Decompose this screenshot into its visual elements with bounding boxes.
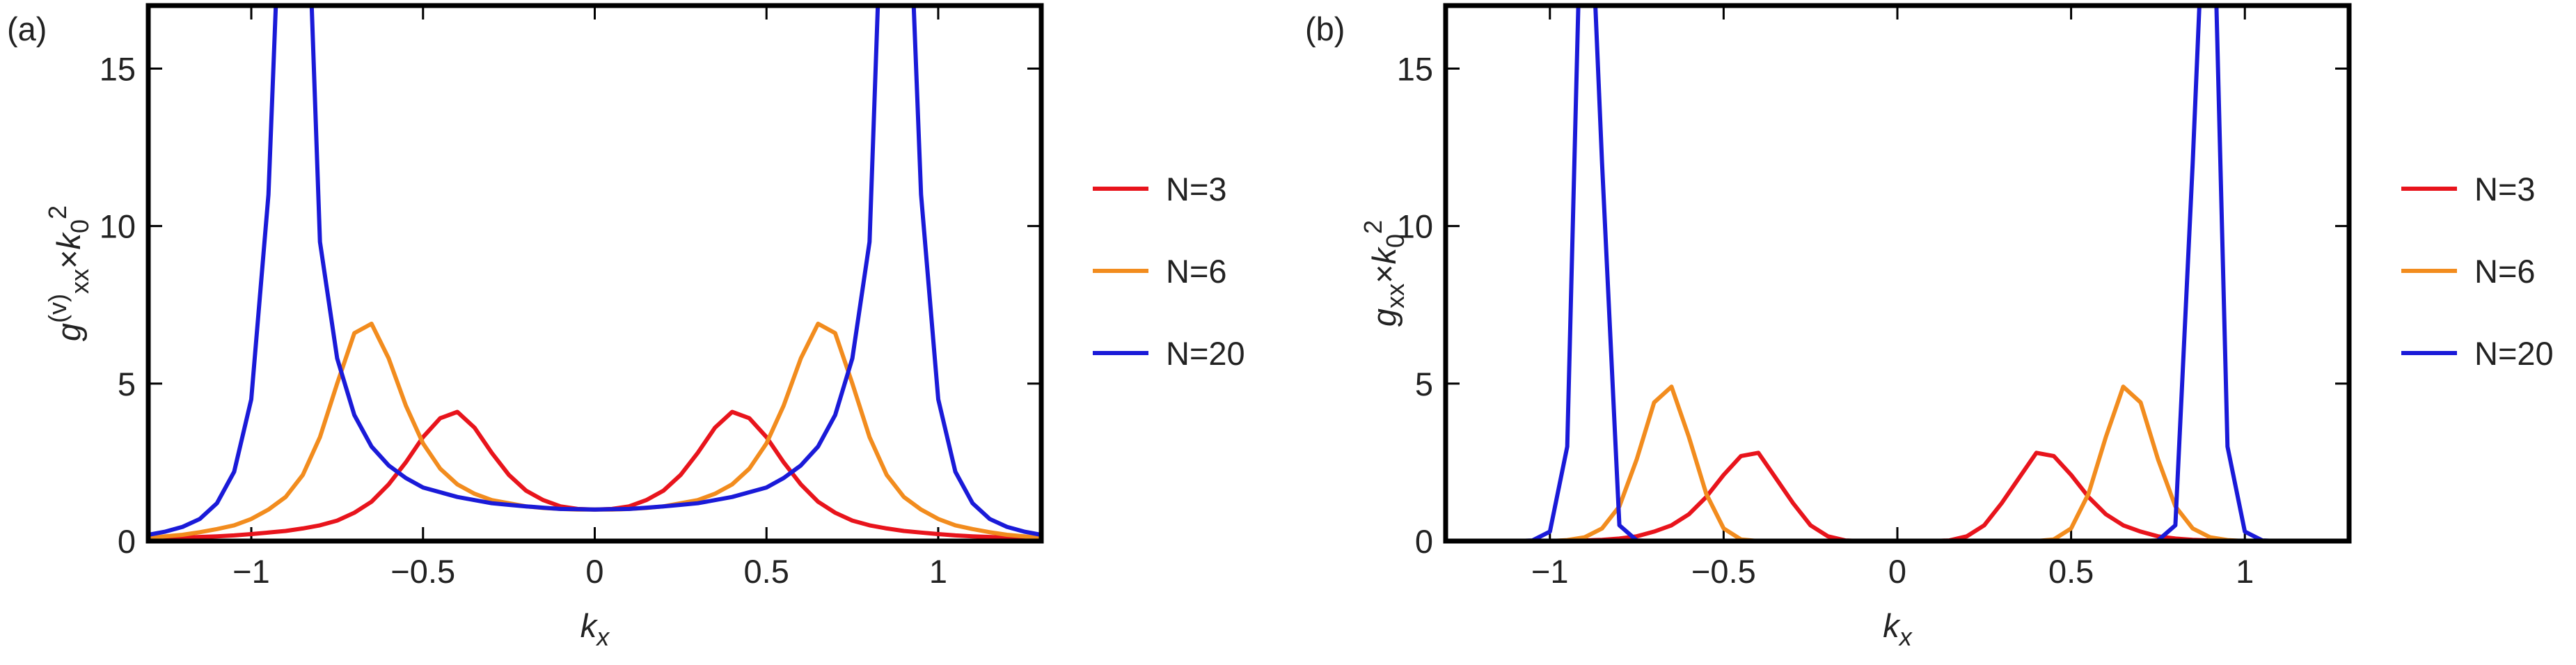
y-axis-label-part: 0 [1381,234,1409,248]
legend-label: N=6 [1166,253,1227,290]
y-axis-label-part: k [50,231,87,249]
x-axis-label: kx [1883,607,1913,651]
x-tick-label: −0.5 [1691,553,1756,590]
x-tick-label: 1 [929,553,947,590]
legend-label: N=6 [2474,253,2536,290]
y-axis-label-part: g [50,323,87,341]
y-axis-label-part: 2 [1359,220,1387,234]
x-axis-label-part: k [1883,607,1901,644]
y-axis-label-part: × [1366,264,1402,283]
x-tick-label: −1 [232,553,270,590]
x-axis-label-part: x [595,623,610,651]
y-tick-label: 10 [100,208,136,245]
x-axis-label: kx [580,607,611,651]
series-line [1446,6,2349,541]
x-tick-label: −0.5 [390,553,455,590]
series-line [148,321,1041,540]
legend-label: N=3 [1166,171,1227,208]
y-tick-label: 15 [100,50,136,87]
plot-area [1446,6,2349,541]
y-axis-label-part: (v) [43,294,72,323]
y-axis-label-part: × [50,249,87,268]
panel-label: (a) [7,10,47,47]
y-axis-label-part: xx [1381,283,1409,308]
y-tick-label: 0 [1415,523,1433,560]
series-line [148,409,1041,541]
y-tick-label: 5 [1415,366,1433,402]
legend-label: N=3 [2474,171,2536,208]
y-axis-label: gxx×k02 [1359,220,1409,327]
legend-label: N=20 [2474,335,2554,372]
x-axis-label-part: x [1898,623,1913,651]
y-tick-label: 0 [118,523,136,560]
x-tick-label: 1 [2236,553,2254,590]
x-tick-label: 0 [1888,553,1906,590]
y-axis-label-part: 0 [65,219,94,233]
legend-label: N=20 [1166,335,1245,372]
plot-area [148,6,1041,541]
panel: (a)−1 −0.5 0 0.5 1051015kxg(v)xx×k02N=3N=6N=… [7,3,1245,651]
x-axis-label-part: k [580,607,599,644]
y-axis-label-part: k [1366,246,1402,264]
x-tick-label: 0 [585,553,603,590]
y-axis-label: g(v)xx×k02 [43,205,94,341]
x-tick-label: −1 [1531,553,1569,590]
y-tick-label: 5 [118,366,136,402]
y-axis-label-part: g [1366,308,1402,327]
plot-frame [1443,3,2352,544]
x-tick-label: 0.5 [2048,553,2094,590]
series-line [1446,384,2349,541]
y-tick-label: 10 [1397,208,1433,245]
y-axis-label-part: 2 [43,205,72,219]
x-tick-label: 0.5 [744,553,789,590]
y-axis-label-part: xx [65,269,94,294]
y-tick-label: 15 [1397,50,1433,87]
plot-frame [145,3,1044,544]
panel-label: (b) [1305,10,1345,47]
series-line [148,6,1041,537]
